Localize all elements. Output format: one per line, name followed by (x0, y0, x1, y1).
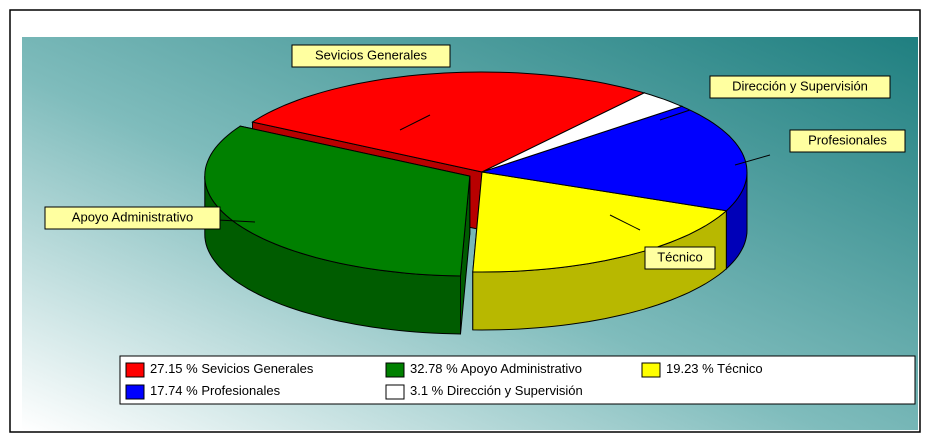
callout-box (789, 129, 906, 153)
legend-value: 19.23 % (666, 361, 714, 376)
legend-label: 27.15 % Sevicios Generales (150, 361, 314, 376)
slice (481, 105, 748, 212)
callout-label: Técnico (657, 249, 703, 264)
slice (472, 171, 728, 273)
legend-label: 19.23 % Técnico (666, 361, 763, 376)
callout-line (217, 219, 256, 223)
legend-swatch (385, 384, 405, 400)
callout-box (709, 75, 891, 99)
callout-box (291, 44, 451, 68)
slice (481, 92, 684, 173)
legend-swatch (385, 362, 405, 378)
slice (251, 71, 646, 173)
legend-swatch (125, 362, 145, 378)
callout-line (734, 154, 771, 166)
legend-name: Apoyo Administrativo (461, 361, 582, 376)
callout-line (609, 214, 641, 231)
legend-name: Profesionales (201, 383, 280, 398)
legend-name: Dirección y Supervisión (447, 383, 583, 398)
legend-label: 17.74 % Profesionales (150, 383, 281, 398)
legend-value: 27.15 % (150, 361, 198, 376)
legend-value: 32.78 % (410, 361, 458, 376)
callout-line (399, 114, 431, 131)
callout-line (659, 109, 691, 121)
legend-label: 3.1 % Dirección y Supervisión (410, 383, 583, 398)
callout-box (44, 206, 221, 230)
legend-value: 3.1 % (410, 383, 444, 398)
slice (204, 125, 471, 277)
legend (119, 355, 916, 405)
legend-name: Técnico (717, 361, 763, 376)
callout-label: Dirección y Supervisión (732, 78, 868, 93)
legend-value: 17.74 % (150, 383, 198, 398)
callout-box (644, 246, 716, 270)
callout-label: Apoyo Administrativo (72, 209, 193, 224)
callout-label: Profesionales (808, 132, 887, 147)
legend-label: 32.78 % Apoyo Administrativo (410, 361, 582, 376)
callout-label: Sevicios Generales (315, 47, 427, 62)
legend-swatch (125, 384, 145, 400)
legend-name: Sevicios Generales (201, 361, 313, 376)
legend-swatch (641, 362, 661, 378)
